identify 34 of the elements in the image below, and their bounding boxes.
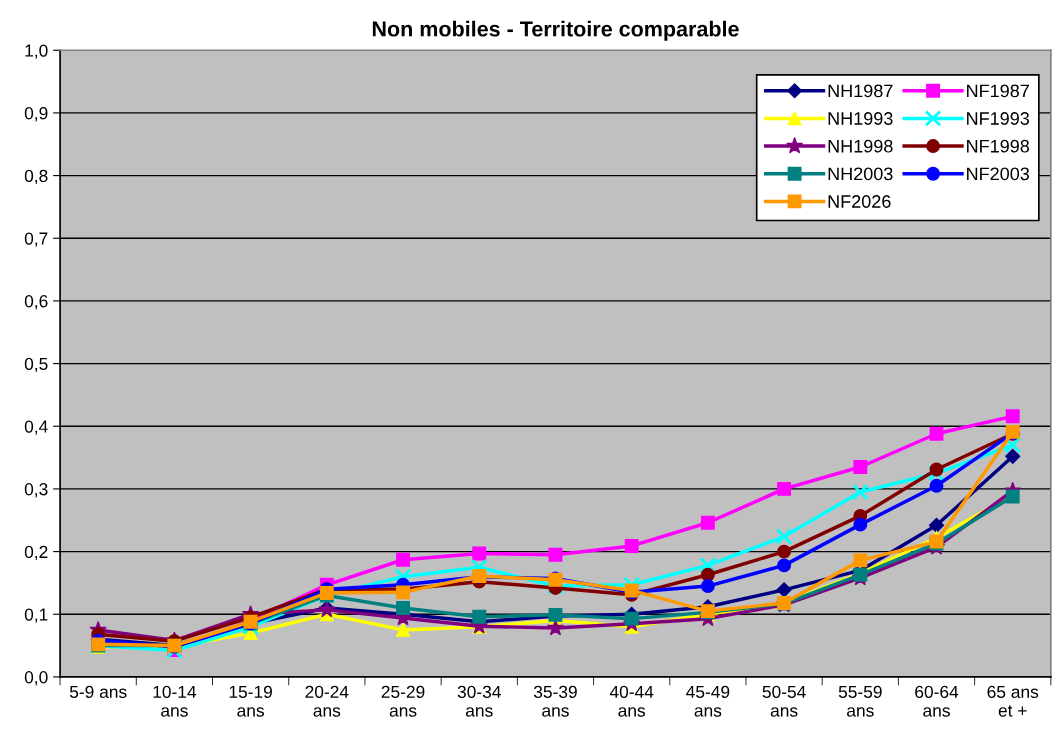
y-tick-label: 0,8: [24, 169, 48, 185]
x-tick-label: 50-54 ans: [762, 685, 806, 717]
x-tick-label: 30-34 ans: [457, 685, 501, 717]
x-tick-label: 40-44 ans: [609, 685, 654, 717]
legend-label: NH2003: [828, 167, 893, 181]
x-tick-label: 35-39 ans: [533, 685, 577, 717]
y-tick-label: 0,4: [24, 420, 48, 435]
y-tick-label: 0,9: [24, 107, 48, 122]
y-tick-label: 0,5: [24, 357, 48, 373]
x-tick-label: 15-19 ans: [229, 685, 272, 717]
legend-label: NF1987: [967, 84, 1029, 98]
y-tick-label: 0,6: [24, 295, 48, 310]
chart-title: Non mobiles - Territoire comparable: [372, 20, 739, 41]
legend-label: NH1998: [828, 139, 893, 153]
legend-label: NH1993: [828, 112, 893, 125]
x-tick-label: 65 ans et +: [987, 685, 1039, 717]
legend-label: NF2003: [967, 167, 1030, 181]
x-tick-label: 5-9 ans: [69, 685, 127, 699]
legend-label: NH1987: [828, 84, 893, 98]
legend-label: NF1998: [967, 139, 1030, 153]
legend-label: NF1993: [967, 112, 1030, 125]
x-tick-label: 60-64 ans: [915, 685, 959, 717]
x-tick-label: 25-29 ans: [381, 685, 425, 717]
y-tick-label: 0,1: [24, 608, 48, 623]
x-tick-label: 20-24 ans: [305, 685, 349, 717]
x-tick-label: 55-59 ans: [838, 685, 882, 717]
y-tick-label: 0,3: [24, 483, 48, 498]
y-tick-label: 0,0: [24, 671, 48, 686]
legend-label: NF2026: [828, 195, 891, 208]
y-tick-label: 0,2: [24, 545, 48, 561]
y-tick-label: 1,0: [25, 44, 48, 59]
y-tick-label: 0,7: [24, 232, 48, 247]
x-tick-label: 10-14 ans: [153, 685, 197, 717]
x-tick-label: 45-49 ans: [686, 685, 730, 717]
